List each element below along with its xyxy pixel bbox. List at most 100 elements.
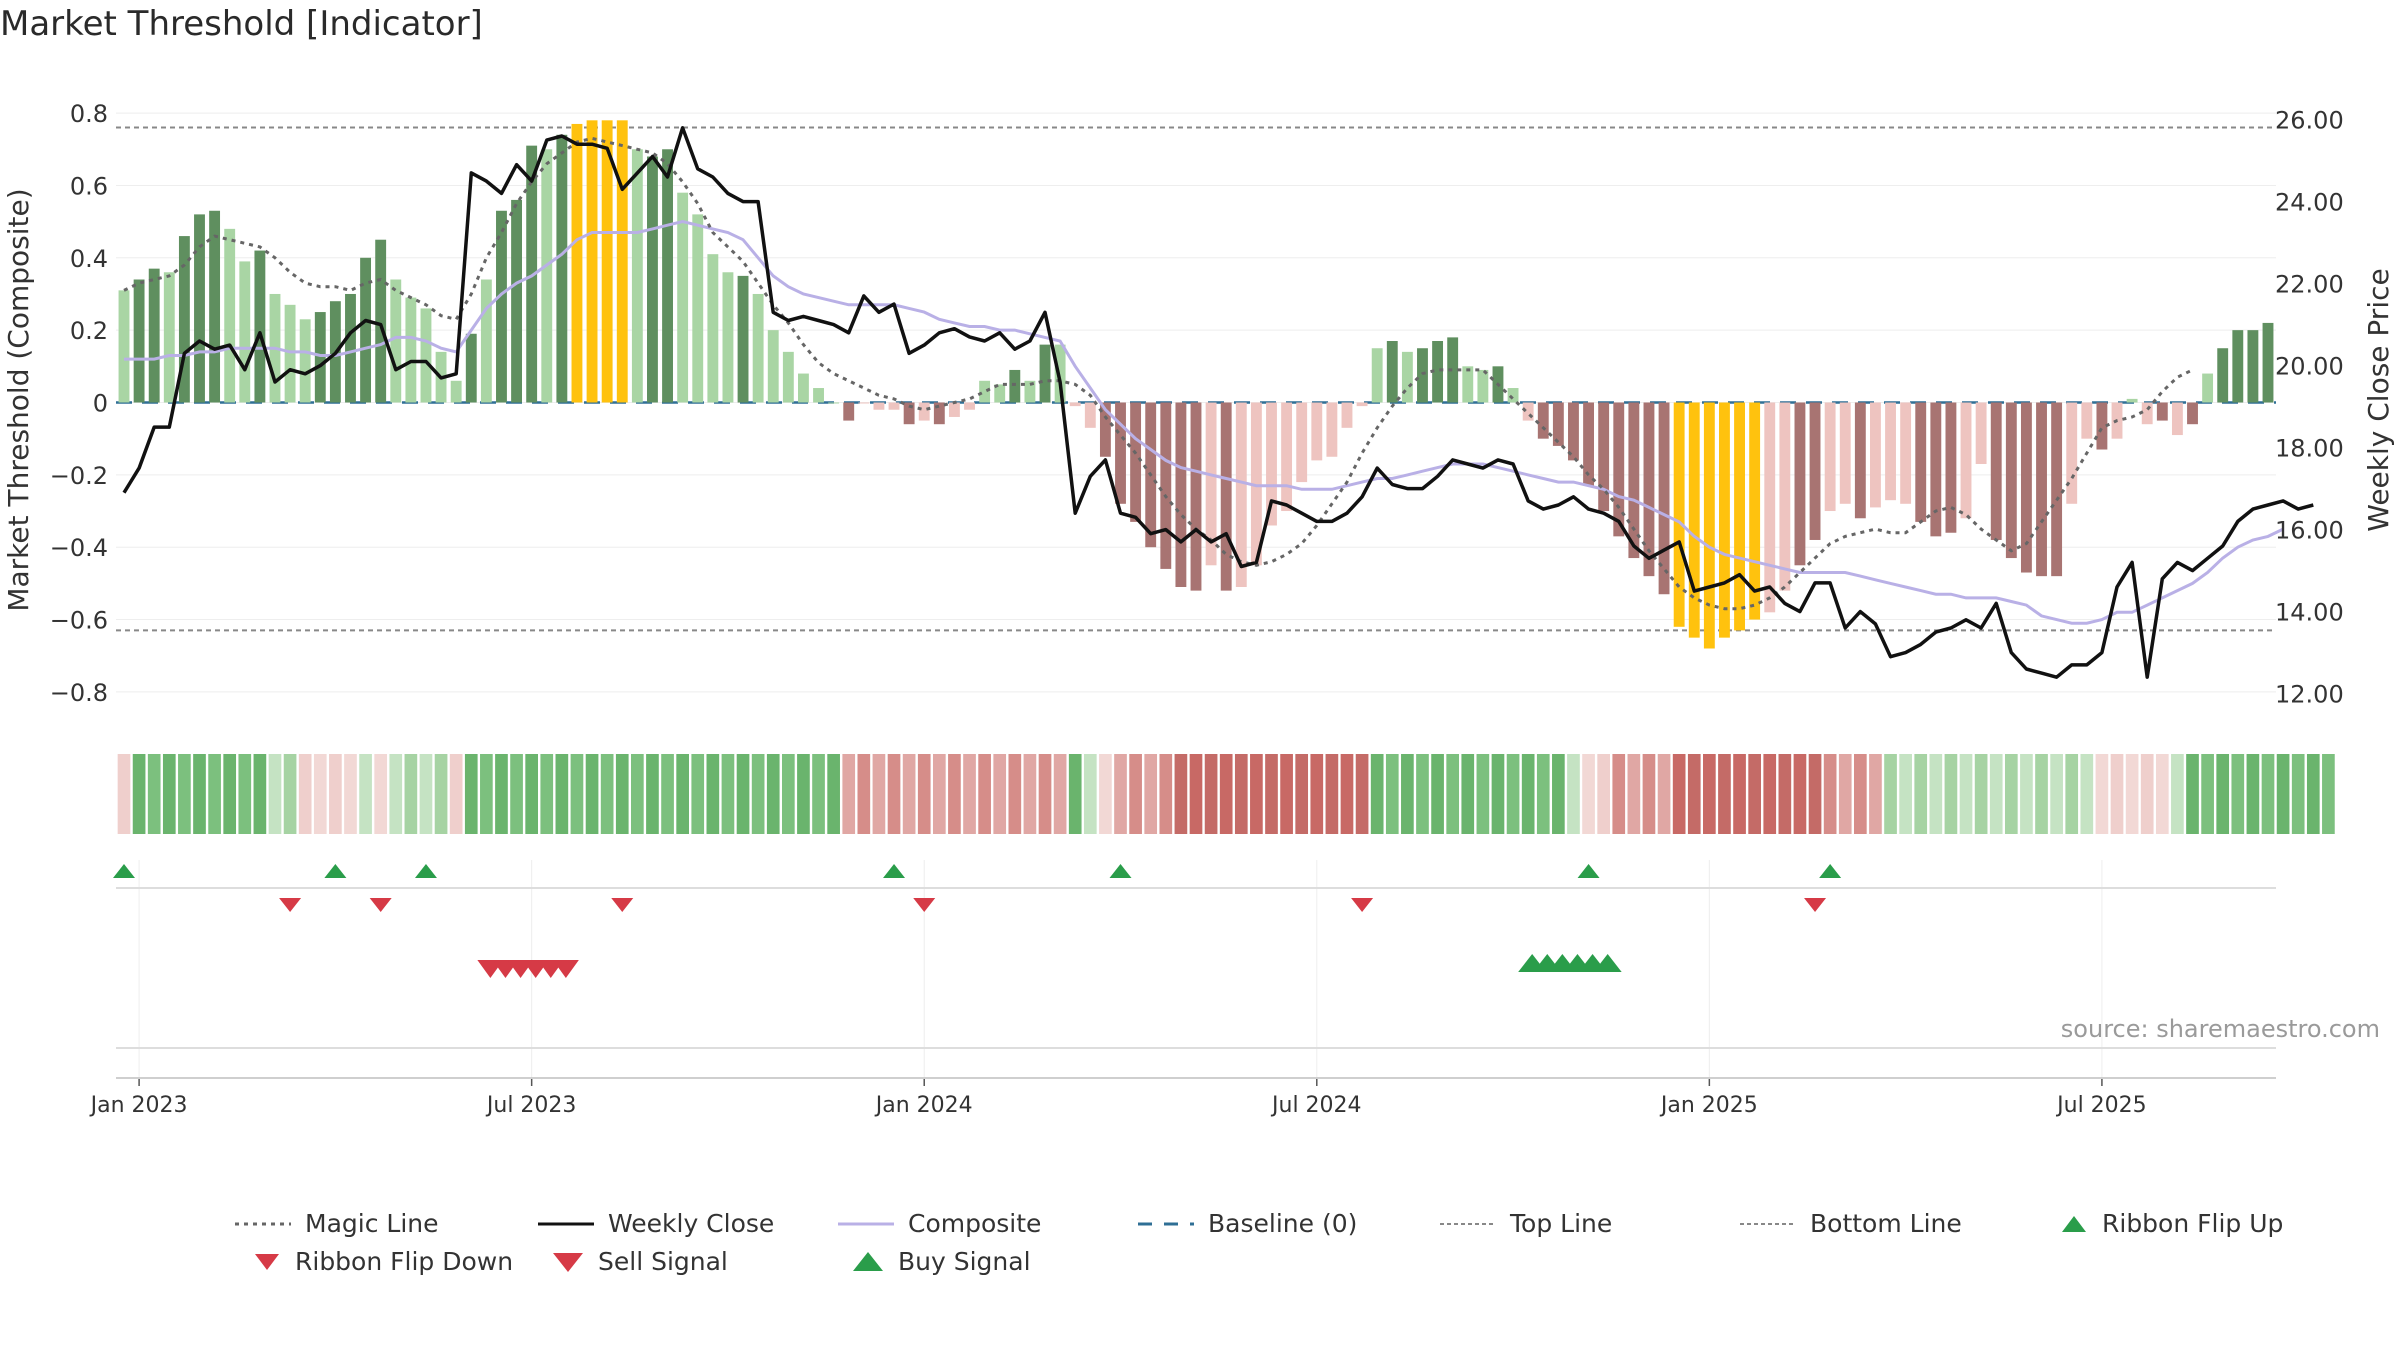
legend-label: Weekly Close (608, 1209, 775, 1238)
composite-bar (526, 145, 538, 403)
ribbon-cell (1823, 754, 1837, 834)
composite-bar (647, 156, 658, 403)
ribbon-cell (1401, 754, 1414, 834)
composite-bar (1598, 402, 1610, 512)
composite-bar (1462, 366, 1474, 403)
ribbon-cell (268, 754, 282, 834)
composite-bar (2126, 398, 2138, 403)
composite-bar (1311, 402, 1323, 461)
ribbon-cell (1159, 754, 1173, 834)
ribbon-cell (1808, 754, 1822, 834)
composite-bar (903, 402, 915, 425)
y2-tick-label: 22.00 (2275, 271, 2344, 299)
ribbon-cell (419, 754, 433, 834)
composite-bar (2036, 402, 2047, 577)
legend-baseline: Baseline (0) (1138, 1209, 1357, 1238)
legend-label: Buy Signal (898, 1247, 1031, 1276)
ribbon-cell (646, 754, 659, 834)
composite-bar (1386, 341, 1398, 403)
composite-bar (194, 214, 205, 403)
legend: Magic Line Weekly Close Composite Baseli… (0, 1195, 2400, 1295)
composite-bar (1552, 402, 1564, 446)
composite-bar (133, 279, 145, 403)
ribbon-cell (887, 754, 901, 834)
composite-bar (2156, 402, 2168, 421)
y2-axis-label: Weekly Close Price (2362, 268, 2395, 531)
ribbon-cell (797, 754, 810, 834)
composite-bar (1084, 402, 1096, 428)
composite-bar (1160, 402, 1172, 569)
ribbon-cell (631, 754, 644, 834)
composite-bar (2141, 402, 2153, 425)
composite-bar (1870, 402, 1881, 508)
composite-bar (360, 257, 372, 403)
composite-bar (1039, 344, 1051, 403)
y-tick-label: −0.2 (50, 462, 108, 490)
composite-bar (163, 272, 175, 403)
composite-bar (616, 120, 628, 403)
composite-bar (1205, 402, 1217, 566)
ribbon-cell (812, 754, 825, 834)
y-tick-label: 0.6 (70, 172, 108, 200)
ribbon-cell (2322, 754, 2335, 834)
legend-label: Composite (908, 1209, 1042, 1238)
composite-bar (692, 214, 704, 403)
composite-bar (1613, 402, 1625, 537)
ribbon-cell (1068, 754, 1082, 834)
composite-bar (994, 384, 1006, 403)
ribbon-cell (1989, 754, 2003, 834)
ribbon-cell (1853, 754, 1867, 834)
composite-bar (843, 402, 855, 421)
composite-bar (299, 319, 311, 403)
ribbon-cell (1672, 754, 1686, 834)
composite-bar (1749, 402, 1761, 620)
composite-bar (148, 268, 160, 403)
legend-label: Sell Signal (598, 1247, 728, 1276)
ribbon-cell (1612, 754, 1626, 834)
composite-bar (798, 373, 809, 403)
ribbon-cell (1718, 754, 1731, 834)
composite-bar (224, 228, 236, 403)
ribbon-flip-down-marker (611, 898, 634, 912)
ribbon-cell (1521, 754, 1535, 834)
ribbon-cell (434, 754, 448, 834)
composite-bar (1643, 402, 1655, 577)
composite-bar (2081, 402, 2093, 439)
composite-bar (948, 402, 960, 417)
ribbon-cell (313, 754, 327, 834)
ribbon-cell (525, 754, 539, 834)
ribbon-cell (464, 754, 478, 834)
composite-bar (1824, 402, 1836, 512)
composite-bar (571, 123, 583, 403)
ribbon-cell (2276, 754, 2290, 834)
ribbon-cell (1703, 754, 1716, 834)
composite-bar (707, 254, 719, 403)
ribbon-cell (2080, 754, 2094, 834)
ribbon-cell (1385, 754, 1399, 834)
composite-bar (496, 210, 507, 403)
chart-title: Market Threshold [Indicator] (0, 4, 483, 44)
composite-bar (828, 402, 840, 404)
composite-bar (677, 192, 689, 403)
composite-bar (1401, 351, 1413, 403)
ribbon-cell (721, 754, 735, 834)
y2-tick-label: 24.00 (2275, 189, 2344, 217)
ribbon-cell (827, 754, 840, 834)
buy-signal-marker (1593, 954, 1622, 972)
y-tick-label: −0.6 (50, 607, 108, 635)
ribbon-cell (2246, 754, 2260, 834)
signal-markers (113, 864, 1842, 978)
ribbon-flip-down-marker (913, 898, 936, 912)
ribbon-cell (344, 754, 357, 834)
legend-label: Bottom Line (1810, 1209, 1962, 1238)
ribbon-cell (1899, 754, 1912, 834)
ribbon-cell (2261, 754, 2275, 834)
legend-magic-line: Magic Line (235, 1209, 439, 1238)
composite-bar (918, 402, 930, 421)
ribbon-cell (661, 754, 674, 834)
composite-bar (1688, 402, 1700, 638)
y2-tick-label: 16.00 (2275, 517, 2344, 545)
y-tick-label: 0.4 (70, 245, 108, 273)
ribbon-cell (1748, 754, 1761, 834)
ribbon-cell (449, 754, 463, 834)
